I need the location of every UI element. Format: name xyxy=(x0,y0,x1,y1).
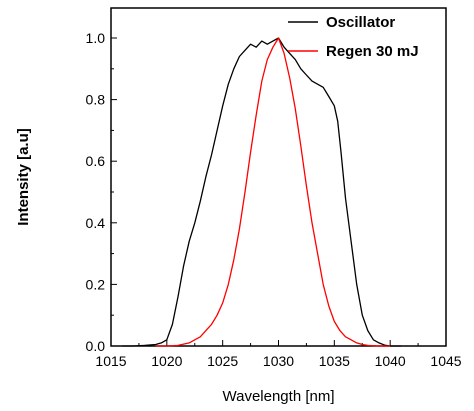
y-tick-label: 0.4 xyxy=(86,215,106,231)
x-tick-label: 1035 xyxy=(319,353,350,369)
x-tick-label: 1025 xyxy=(207,353,238,369)
x-tick-label: 1040 xyxy=(375,353,406,369)
legend-label-regen: Regen 30 mJ xyxy=(326,43,419,60)
series-line-regen xyxy=(155,37,391,347)
x-tick-label: 1030 xyxy=(263,353,294,369)
series-layer xyxy=(122,37,402,347)
y-tick-label: 0.2 xyxy=(86,276,106,292)
y-axis-ticks: 0.0 0.2 0.4 0.6 0.8 1.0 xyxy=(86,30,117,354)
y-axis-label: Intensity [a.u] xyxy=(15,128,32,226)
legend: Oscillator Regen 30 mJ xyxy=(288,14,419,60)
y-tick-label: 0.6 xyxy=(86,153,106,169)
x-axis-label: Wavelength [nm] xyxy=(223,388,335,405)
x-tick-label: 1020 xyxy=(151,353,182,369)
y-tick-label: 1.0 xyxy=(86,30,106,46)
series-line-oscillator xyxy=(122,37,402,347)
y-tick-label: 0.8 xyxy=(86,92,106,108)
y-tick-label: 0.0 xyxy=(86,338,106,354)
legend-label-oscillator: Oscillator xyxy=(326,14,395,31)
x-axis-ticks: 1015 1020 1025 1030 1035 1040 1045 xyxy=(95,340,462,369)
x-tick-label: 1015 xyxy=(95,353,126,369)
x-tick-label: 1045 xyxy=(430,353,461,369)
